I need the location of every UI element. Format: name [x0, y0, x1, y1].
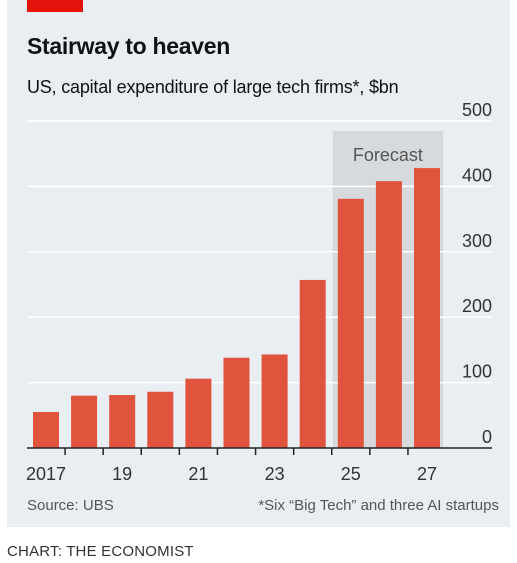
bar	[33, 412, 59, 448]
source-note: Source: UBS	[27, 497, 114, 514]
x-tick-label: 27	[417, 464, 437, 484]
x-axis	[27, 447, 492, 455]
chart-subtitle: US, capital expenditure of large tech fi…	[27, 77, 399, 97]
y-tick-label: 300	[462, 231, 492, 251]
bar	[375, 181, 402, 448]
bar	[299, 279, 326, 448]
bar	[261, 354, 288, 448]
y-tick-label: 0	[482, 427, 492, 447]
chart-title: Stairway to heaven	[27, 33, 230, 59]
brand-tag	[27, 0, 83, 12]
y-tick-label: 100	[462, 362, 492, 382]
x-tick-labels: 2017 19 21 23 25 27	[26, 464, 437, 484]
footnote: *Six “Big Tech” and three AI startups	[258, 497, 499, 514]
x-tick-label: 23	[265, 464, 285, 484]
x-tick-label: 19	[112, 464, 132, 484]
y-tick-label: 400	[462, 165, 492, 185]
y-tick-label: 500	[462, 100, 492, 120]
bar	[337, 198, 364, 448]
y-tick-label: 200	[462, 296, 492, 316]
x-tick-label: 2017	[26, 464, 66, 484]
bar	[71, 395, 98, 448]
forecast-label: Forecast	[353, 145, 423, 165]
x-tick-label: 21	[188, 464, 208, 484]
bar	[185, 378, 212, 448]
bar	[147, 391, 174, 448]
chart-credit: CHART: THE ECONOMIST	[7, 543, 194, 560]
y-tick-labels: 0 100 200 300 400 500	[462, 100, 492, 447]
x-tick-label: 25	[341, 464, 361, 484]
bars	[33, 168, 440, 448]
bar	[223, 357, 250, 448]
bar	[109, 395, 136, 448]
bar	[414, 168, 440, 448]
